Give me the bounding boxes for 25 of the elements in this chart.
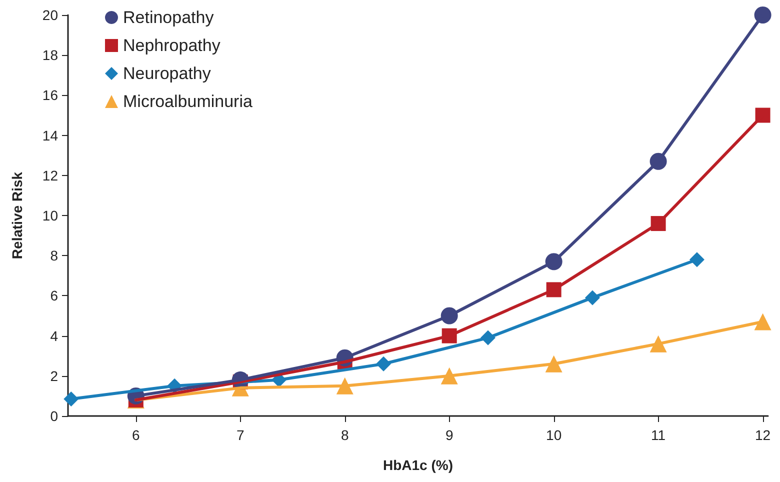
x-tick-label: 7: [236, 427, 244, 443]
y-tick-label: 12: [42, 167, 58, 184]
legend-label: Microalbuminuria: [123, 92, 253, 111]
y-tick-label: 18: [42, 47, 58, 64]
y-tick-label: 10: [42, 208, 58, 224]
y-tick-label: 4: [50, 328, 58, 344]
x-tick-label: 10: [546, 427, 562, 443]
x-tick-label: 12: [754, 427, 771, 443]
y-tick-label: 20: [42, 7, 58, 23]
legend-label: Retinopathy: [123, 8, 214, 27]
x-tick-label: 6: [132, 427, 140, 443]
y-tick-label: 8: [50, 248, 58, 264]
x-tick-label: 8: [340, 427, 349, 443]
y-tick-label: 14: [42, 127, 58, 144]
legend-label: Nephropathy: [123, 36, 221, 55]
x-tick-label: 9: [445, 427, 454, 443]
y-tick-label: 16: [42, 87, 58, 104]
legend-label: Neuropathy: [123, 64, 212, 83]
y-tick-label: 0: [50, 408, 58, 424]
x-axis-title: HbA1c (%): [382, 457, 454, 473]
point: [754, 313, 772, 330]
x-tick-label: 11: [651, 427, 666, 443]
y-axis-title: Relative Risk: [9, 172, 25, 260]
y-tick-label: 6: [50, 288, 58, 304]
y-tick-label: 2: [50, 368, 58, 384]
